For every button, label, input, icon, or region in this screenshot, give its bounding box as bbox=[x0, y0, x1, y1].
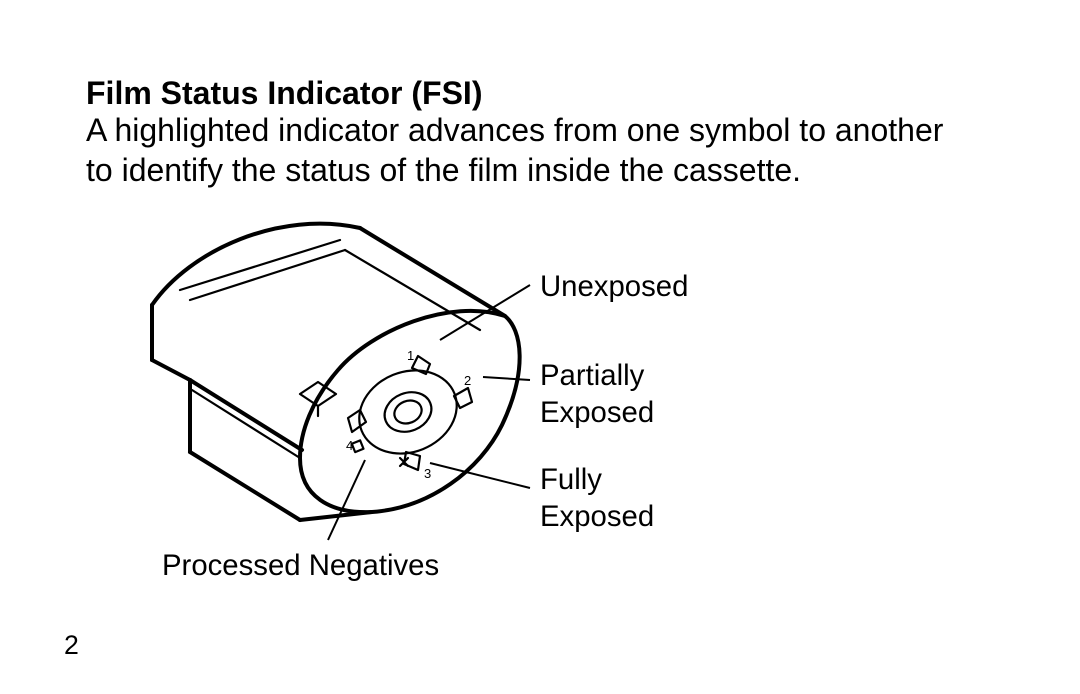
svg-text:2: 2 bbox=[464, 373, 471, 388]
page-number: 2 bbox=[64, 630, 79, 661]
callout-label-processed-negatives: Processed Negatives bbox=[162, 548, 439, 585]
svg-text:3: 3 bbox=[424, 466, 431, 481]
callout-label-unexposed: Unexposed bbox=[540, 269, 688, 306]
fsi-diagram: 1 2 3 4 bbox=[150, 220, 560, 540]
section-description: A highlighted indicator advances from on… bbox=[86, 110, 966, 190]
svg-text:4: 4 bbox=[346, 438, 353, 453]
manual-page: Film Status Indicator (FSI) A highlighte… bbox=[0, 0, 1080, 694]
section-heading: Film Status Indicator (FSI) bbox=[86, 75, 482, 112]
callout-label-fully-exposed: Fully Exposed bbox=[540, 462, 654, 535]
svg-text:1: 1 bbox=[407, 348, 414, 363]
callout-label-partially-exposed: Partially Exposed bbox=[540, 358, 654, 431]
